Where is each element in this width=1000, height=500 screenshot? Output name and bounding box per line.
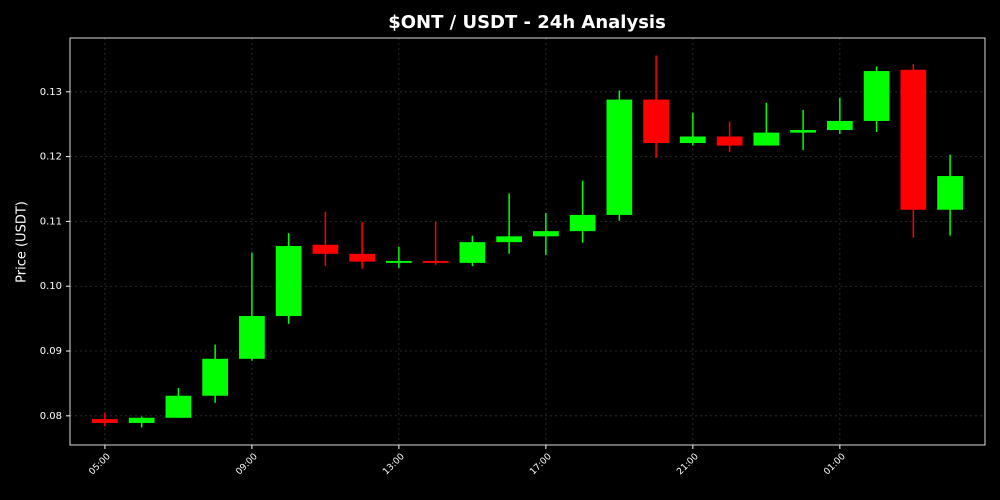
y-tick-label: 0.09 (40, 346, 62, 357)
candle-body (349, 253, 375, 262)
candle-body (569, 214, 596, 232)
candle-body (716, 136, 743, 146)
y-tick-label: 0.12 (40, 152, 62, 163)
plot-frame (69, 37, 986, 446)
candle-body (606, 99, 633, 215)
candle-body (937, 176, 963, 210)
y-tick-label: 0.13 (40, 87, 62, 98)
candle-body (643, 99, 669, 143)
candle-body (680, 136, 706, 143)
candle-body (386, 260, 412, 263)
candle-body (790, 130, 816, 133)
y-tick-label: 0.11 (40, 216, 62, 227)
candle-body (202, 358, 229, 396)
candle-body (312, 244, 339, 254)
candle-body (753, 132, 780, 146)
candle-body (422, 260, 449, 263)
y-tick-label: 0.10 (40, 281, 62, 292)
candle-body (239, 316, 265, 359)
y-tick-label: 0.08 (40, 411, 62, 422)
candle-body (826, 120, 853, 131)
candle-body (533, 231, 559, 237)
candle-body (275, 246, 302, 317)
chart-title: $ONT / USDT - 24h Analysis (388, 12, 666, 33)
y-axis-label: Price (USDT) (15, 201, 30, 283)
candle-body (863, 71, 890, 121)
candle-body (92, 419, 118, 423)
candle-body (496, 236, 522, 243)
candle-body (459, 242, 486, 263)
candle-body (165, 395, 192, 418)
candle-body (128, 417, 155, 423)
candle-body (900, 69, 927, 210)
